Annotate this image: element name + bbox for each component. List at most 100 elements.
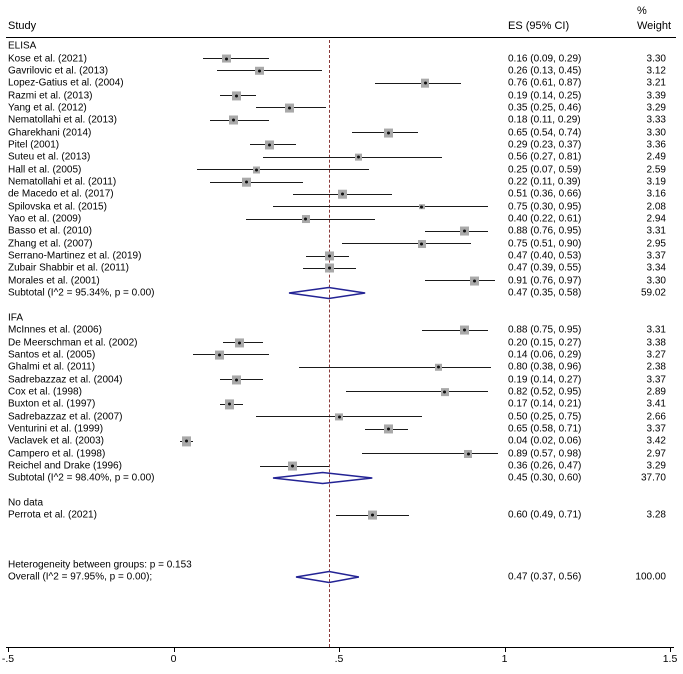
es-value: 0.29 (0.23, 0.37)	[508, 139, 582, 151]
weight-value: 37.70	[640, 472, 666, 484]
study-label: Venturini et al. (1999)	[8, 423, 104, 435]
x-axis-line	[6, 647, 674, 648]
study-label: Lopez-Gatius et al. (2004)	[8, 77, 124, 89]
weight-value: 2.38	[646, 361, 666, 373]
es-value: 0.45 (0.30, 0.60)	[508, 472, 582, 484]
group-label-row: ELISA	[0, 40, 683, 52]
study-row: Kose et al. (2021) 0.16 (0.09, 0.29) 3.30	[0, 52, 683, 64]
study-row: Venturini et al. (1999) 0.65 (0.58, 0.71)…	[0, 423, 683, 435]
weight-value: 3.12	[646, 65, 666, 77]
x-axis-tick	[173, 648, 175, 652]
effect-dot	[420, 242, 424, 246]
weight-value: 3.36	[646, 139, 666, 151]
es-value: 0.47 (0.35, 0.58)	[508, 287, 582, 299]
weight-value: 3.41	[646, 398, 666, 410]
study-label: Sadrebazzaz et al. (2004)	[8, 374, 123, 386]
es-value: 0.50 (0.25, 0.75)	[508, 411, 582, 423]
effect-dot	[327, 266, 331, 270]
es-value: 0.36 (0.26, 0.47)	[508, 460, 582, 472]
es-value: 0.65 (0.54, 0.74)	[508, 127, 582, 139]
subtotal-row: Subtotal (I^2 = 95.34%, p = 0.00) 0.47 (0…	[0, 286, 683, 300]
weight-value: 3.37	[646, 374, 666, 386]
weight-value: 3.29	[646, 102, 666, 114]
x-axis-tick	[339, 648, 340, 652]
weight-value: 3.19	[646, 176, 666, 188]
x-axis-tick-label: -.5	[1, 653, 15, 665]
weight-value: 3.34	[646, 262, 666, 274]
effect-dot	[258, 69, 262, 73]
effect-dot	[387, 131, 391, 135]
weight-value: 3.29	[646, 460, 666, 472]
study-row: Yang et al. (2012) 0.35 (0.25, 0.46) 3.29	[0, 102, 683, 114]
es-value: 0.26 (0.13, 0.45)	[508, 65, 582, 77]
effect-dot	[228, 402, 232, 406]
effect-dot	[463, 328, 467, 332]
weight-value: 3.37	[646, 250, 666, 262]
study-label: Gavrilovic et al. (2013)	[8, 65, 109, 77]
effect-dot	[340, 192, 344, 196]
ci-line	[421, 329, 488, 331]
es-value: 0.65 (0.58, 0.71)	[508, 423, 582, 435]
study-label: Cox et al. (1998)	[8, 386, 82, 398]
study-label: Zubair Shabbir et al. (2011)	[8, 262, 129, 274]
effect-dot	[443, 390, 447, 394]
study-label: Serrano-Martinez et al. (2019)	[8, 250, 142, 262]
ci-line	[375, 82, 462, 84]
study-label: McInnes et al. (2006)	[8, 324, 102, 336]
pooled-label: Subtotal (I^2 = 95.34%, p = 0.00)	[8, 287, 155, 299]
weight-value: 3.39	[646, 90, 666, 102]
es-value: 0.80 (0.38, 0.96)	[508, 361, 582, 373]
weight-value: 2.08	[646, 201, 666, 213]
ci-line	[299, 366, 492, 368]
ci-line	[203, 58, 270, 60]
study-row: Zubair Shabbir et al. (2011) 0.47 (0.39, …	[0, 262, 683, 274]
effect-dot	[423, 81, 427, 85]
effect-dot	[218, 353, 222, 357]
group-label: ELISA	[8, 40, 37, 52]
study-row: Suteu et al. (2013) 0.56 (0.27, 0.81) 2.49	[0, 151, 683, 163]
effect-dot	[234, 94, 238, 98]
study-row: Sadrebazzaz et al. (2007) 0.50 (0.25, 0.7…	[0, 411, 683, 423]
es-value: 0.14 (0.06, 0.29)	[508, 349, 582, 361]
weight-value: 3.31	[646, 324, 666, 336]
study-row: McInnes et al. (2006) 0.88 (0.75, 0.95) 3.…	[0, 324, 683, 336]
effect-dot	[337, 415, 341, 419]
group-label-row: No data	[0, 497, 683, 509]
study-row: Santos et al. (2005) 0.14 (0.06, 0.29) 3.2…	[0, 349, 683, 361]
es-value: 0.20 (0.15, 0.27)	[508, 337, 582, 349]
es-value: 0.04 (0.02, 0.06)	[508, 435, 582, 447]
ci-line	[345, 391, 488, 393]
ci-line	[362, 453, 498, 455]
x-axis-tick	[504, 648, 506, 652]
header-divider	[6, 37, 676, 38]
es-value: 0.22 (0.11, 0.39)	[508, 176, 581, 188]
study-label: Ghalmi et al. (2011)	[8, 361, 96, 373]
study-row: de Macedo et al. (2017) 0.51 (0.36, 0.66)…	[0, 188, 683, 200]
es-value: 0.19 (0.14, 0.25)	[508, 90, 582, 102]
ci-line	[219, 379, 263, 381]
ci-line	[425, 230, 488, 232]
ci-line	[196, 169, 369, 171]
study-label: de Macedo et al. (2017)	[8, 188, 114, 200]
weight-value: 3.38	[646, 337, 666, 349]
es-value: 0.51 (0.36, 0.66)	[508, 188, 582, 200]
ci-line	[425, 280, 495, 282]
es-value: 0.91 (0.76, 0.97)	[508, 275, 582, 287]
group-label: No data	[8, 497, 44, 509]
study-row: Campero et al. (1998) 0.89 (0.57, 0.98) 2.…	[0, 448, 683, 460]
weight-value: 3.28	[646, 509, 666, 521]
reference-line	[329, 40, 331, 647]
effect-dot	[436, 365, 440, 369]
study-label: Santos et al. (2005)	[8, 349, 96, 361]
study-row: Nematollahi et al. (2011) 0.22 (0.11, 0.3…	[0, 176, 683, 188]
study-row: Yao et al. (2009) 0.40 (0.22, 0.61) 2.94	[0, 213, 683, 225]
pooled-diamond	[272, 472, 373, 485]
study-label: Buxton et al. (1997)	[8, 398, 96, 410]
effect-dot	[466, 452, 470, 456]
ci-line	[246, 218, 376, 220]
heterogeneity-note: Heterogeneity between groups: p = 0.153	[8, 559, 192, 571]
effect-dot	[387, 427, 391, 431]
weight-value: 3.30	[646, 53, 666, 65]
study-row: De Meerschman et al. (2002) 0.20 (0.15, 0…	[0, 336, 683, 348]
weight-value: 3.27	[646, 349, 666, 361]
